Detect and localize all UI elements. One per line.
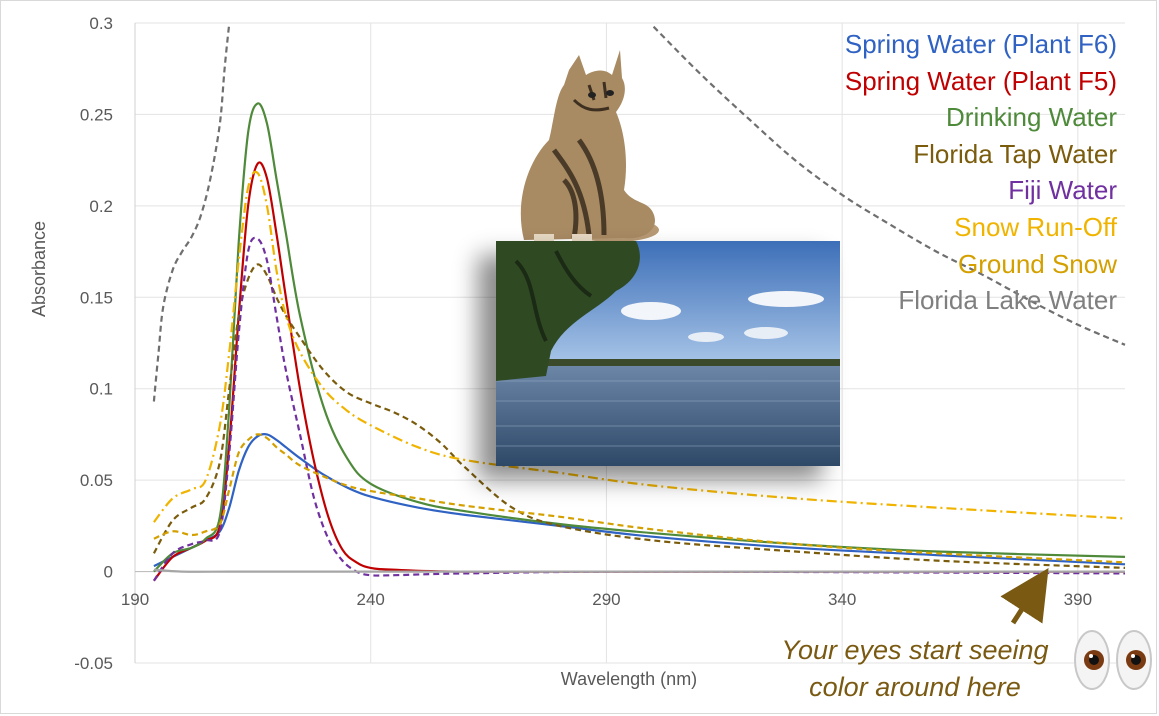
x-tick-label: 240 bbox=[357, 590, 385, 609]
legend-item-florida-tap-water: Florida Tap Water bbox=[913, 138, 1117, 169]
legend-item-spring-water-f6: Spring Water (Plant F6) bbox=[844, 29, 1117, 59]
y-tick-label: 0.3 bbox=[89, 14, 113, 33]
y-tick-label: -0.05 bbox=[74, 654, 113, 673]
eyes-emoji-icon bbox=[1074, 630, 1152, 690]
legend: Spring Water (Plant F6) Spring Water (Pl… bbox=[845, 26, 1117, 319]
legend-item-ground-snow: Ground Snow bbox=[958, 248, 1117, 279]
series-line-8 bbox=[152, 22, 231, 402]
y-tick-label: 0.05 bbox=[80, 471, 113, 490]
cat-photo bbox=[520, 50, 659, 242]
x-tick-label: 390 bbox=[1064, 590, 1092, 609]
series-line-7 bbox=[153, 568, 1125, 573]
series-line-4 bbox=[152, 236, 1126, 582]
eye-color-annotation: Your eyes start seeing color around here bbox=[781, 635, 1049, 702]
legend-item-florida-lake-water: Florida Lake Water bbox=[898, 285, 1117, 316]
legend-item-snow-run-off: Snow Run-Off bbox=[954, 211, 1117, 242]
legend-item-spring-water-f5: Spring Water (Plant F5) bbox=[844, 65, 1117, 96]
lake-photo bbox=[496, 241, 840, 466]
y-tick-label: 0 bbox=[104, 563, 113, 582]
y-axis-label: Absorbance bbox=[29, 221, 49, 317]
x-tick-label: 290 bbox=[592, 590, 620, 609]
series-line-3 bbox=[152, 263, 1126, 569]
series-line-9 bbox=[652, 25, 1126, 346]
legend-item-drinking-water: Drinking Water bbox=[946, 102, 1117, 133]
x-tick-label: 340 bbox=[828, 590, 856, 609]
series-line-5 bbox=[153, 170, 1126, 523]
y-tick-label: 0.25 bbox=[80, 105, 113, 124]
x-tick-label: 190 bbox=[121, 590, 149, 609]
series-line-2 bbox=[153, 102, 1126, 573]
y-tick-label: 0.1 bbox=[89, 380, 113, 399]
annotation-arrow bbox=[1000, 568, 1049, 625]
x-axis-label: Wavelength (nm) bbox=[561, 669, 697, 689]
series-line-6 bbox=[153, 433, 1126, 564]
y-tick-label: 0.2 bbox=[89, 197, 113, 216]
series-line-0 bbox=[153, 433, 1126, 568]
legend-item-fiji-water: Fiji Water bbox=[1008, 175, 1117, 206]
y-tick-label: 0.15 bbox=[80, 288, 113, 307]
